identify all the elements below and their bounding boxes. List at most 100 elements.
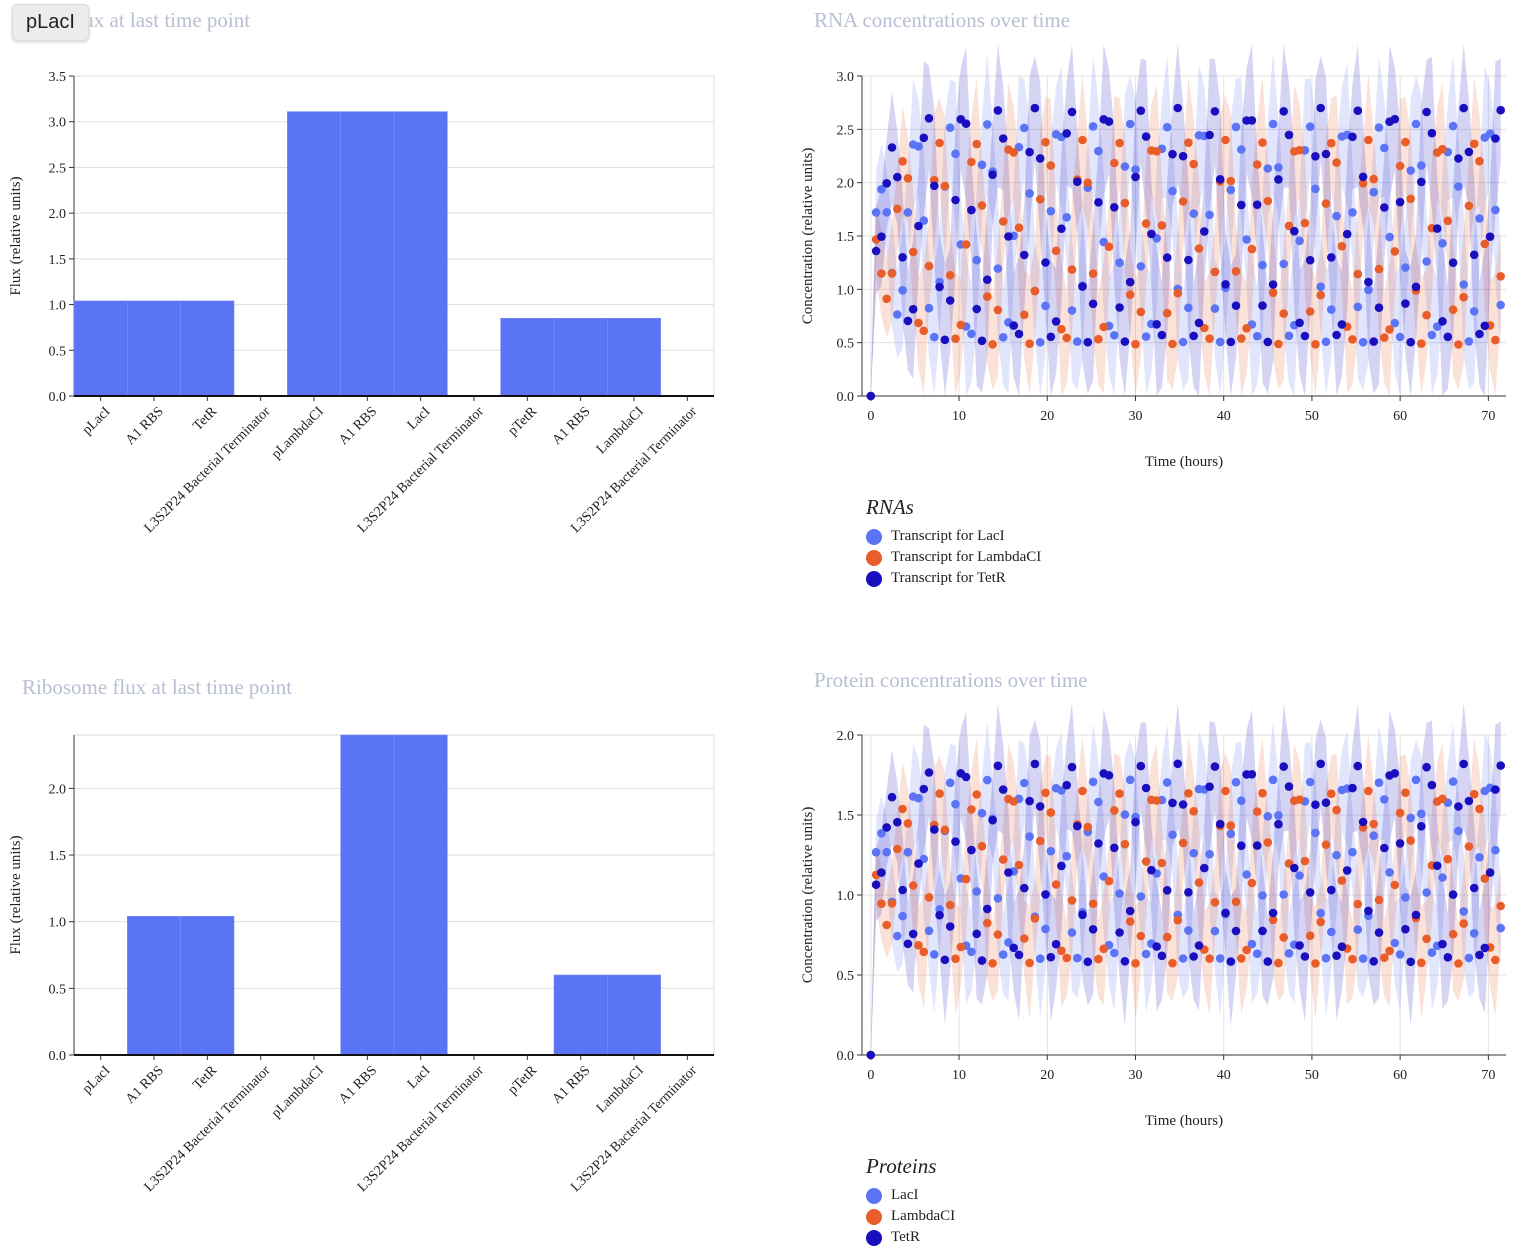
data-point: [1364, 285, 1373, 295]
x-tick-label: 70: [1481, 409, 1495, 424]
data-point: [1491, 845, 1500, 855]
x-tick-label: A1 RBS: [336, 404, 380, 448]
data-point: [1194, 244, 1204, 253]
data-point: [1454, 182, 1463, 191]
data-point: [1332, 850, 1341, 860]
x-tick-label: TetR: [190, 404, 220, 434]
rna-conc-title: RNA concentrations over time: [814, 8, 1071, 32]
legend-item-laci[interactable]: LacI: [866, 1185, 955, 1206]
data-point: [945, 270, 955, 280]
legend-item-lambdaci[interactable]: LambdaCI: [866, 1206, 955, 1227]
data-point: [967, 845, 976, 855]
legend-item-tetr-transcript[interactable]: Transcript for TetR: [866, 568, 1041, 589]
data-point: [1491, 134, 1500, 143]
data-point: [1035, 836, 1045, 846]
x-axis-title: Time (hours): [1145, 454, 1223, 470]
data-point: [1401, 893, 1410, 902]
data-point: [1035, 338, 1045, 347]
data-point: [1215, 954, 1225, 963]
legend-item-laci-transcript[interactable]: Transcript for LacI: [866, 526, 1041, 547]
data-point: [1057, 861, 1066, 871]
data-point: [961, 240, 971, 249]
data-point: [1348, 208, 1357, 217]
data-point: [1364, 135, 1373, 145]
data-point: [1475, 329, 1484, 339]
data-point: [930, 332, 939, 342]
data-point: [951, 954, 960, 963]
data-point: [1369, 174, 1378, 184]
legend-item-tetr[interactable]: TetR: [866, 1227, 955, 1248]
data-point: [1173, 103, 1183, 113]
data-point: [1358, 954, 1368, 963]
data-point: [919, 784, 929, 794]
data-point: [1311, 800, 1320, 809]
data-point: [1035, 954, 1045, 963]
data-point: [1215, 337, 1225, 347]
data-point: [903, 316, 913, 326]
data-point: [1459, 292, 1468, 302]
data-point: [1110, 331, 1119, 340]
data-point: [1348, 132, 1357, 142]
data-point: [893, 844, 902, 854]
x-tick-label: pLambdaCI: [269, 404, 327, 462]
data-point: [1094, 334, 1103, 344]
data-point: [940, 335, 950, 345]
legend-label: LacI: [891, 1187, 919, 1203]
data-point: [1395, 332, 1405, 342]
data-point: [1401, 924, 1410, 934]
data-point: [1374, 778, 1384, 787]
bar: [393, 734, 448, 1056]
data-point: [1073, 953, 1082, 963]
x-tick-label: 10: [952, 409, 966, 424]
data-point: [1348, 783, 1357, 793]
data-point: [930, 181, 939, 191]
data-point: [1194, 878, 1204, 887]
data-point: [1268, 280, 1278, 289]
data-point: [1279, 107, 1288, 116]
data-point: [1321, 149, 1331, 159]
data-point: [1141, 949, 1151, 959]
data-point: [1205, 210, 1214, 220]
data-point: [1432, 861, 1442, 870]
protein-conc-chart: 0.0 0.5 1.0 1.5 2.0 0 10 20 30 40 50 60 70 Time (hour…: [800, 703, 1506, 1129]
data-point: [1247, 770, 1257, 779]
data-point: [1385, 325, 1394, 334]
data-point: [1110, 843, 1119, 853]
data-point: [893, 172, 902, 182]
data-point: [1136, 892, 1146, 901]
data-point: [1305, 777, 1315, 787]
data-point: [1485, 868, 1495, 877]
data-point: [1295, 941, 1304, 950]
data-point: [882, 920, 891, 930]
data-point: [1475, 804, 1484, 814]
data-point: [1221, 908, 1230, 918]
x-tick-label: 50: [1305, 1068, 1319, 1083]
data-point: [1327, 927, 1336, 937]
data-point: [882, 208, 891, 217]
data-point: [1406, 194, 1415, 204]
data-point: [1178, 151, 1188, 161]
data-point: [967, 947, 976, 957]
x-tick-label: LacI: [405, 1063, 434, 1092]
legend-item-lambdaci-transcript[interactable]: Transcript for LambdaCI: [866, 547, 1041, 568]
data-point: [983, 120, 992, 129]
bar: [500, 317, 555, 397]
rna-legend-title: RNAs: [866, 495, 914, 519]
data-point: [1464, 796, 1474, 806]
data-point: [1469, 929, 1479, 938]
data-point: [1051, 317, 1061, 326]
data-point: [924, 114, 934, 123]
y-tick-label: 0.5: [837, 969, 855, 984]
legend-label: Transcript for LambdaCI: [891, 549, 1042, 565]
data-point: [1364, 277, 1373, 287]
data-point: [1263, 957, 1273, 966]
data-point: [1189, 159, 1198, 169]
data-point: [877, 868, 886, 877]
data-point: [1030, 759, 1040, 769]
lambdaci-color-dot: [866, 1208, 882, 1225]
y-tick-label: 0.0: [49, 1049, 67, 1064]
data-point: [1025, 147, 1034, 157]
data-point: [1094, 954, 1103, 964]
data-point: [1448, 929, 1458, 939]
tetr-color-dot: [866, 1229, 882, 1246]
